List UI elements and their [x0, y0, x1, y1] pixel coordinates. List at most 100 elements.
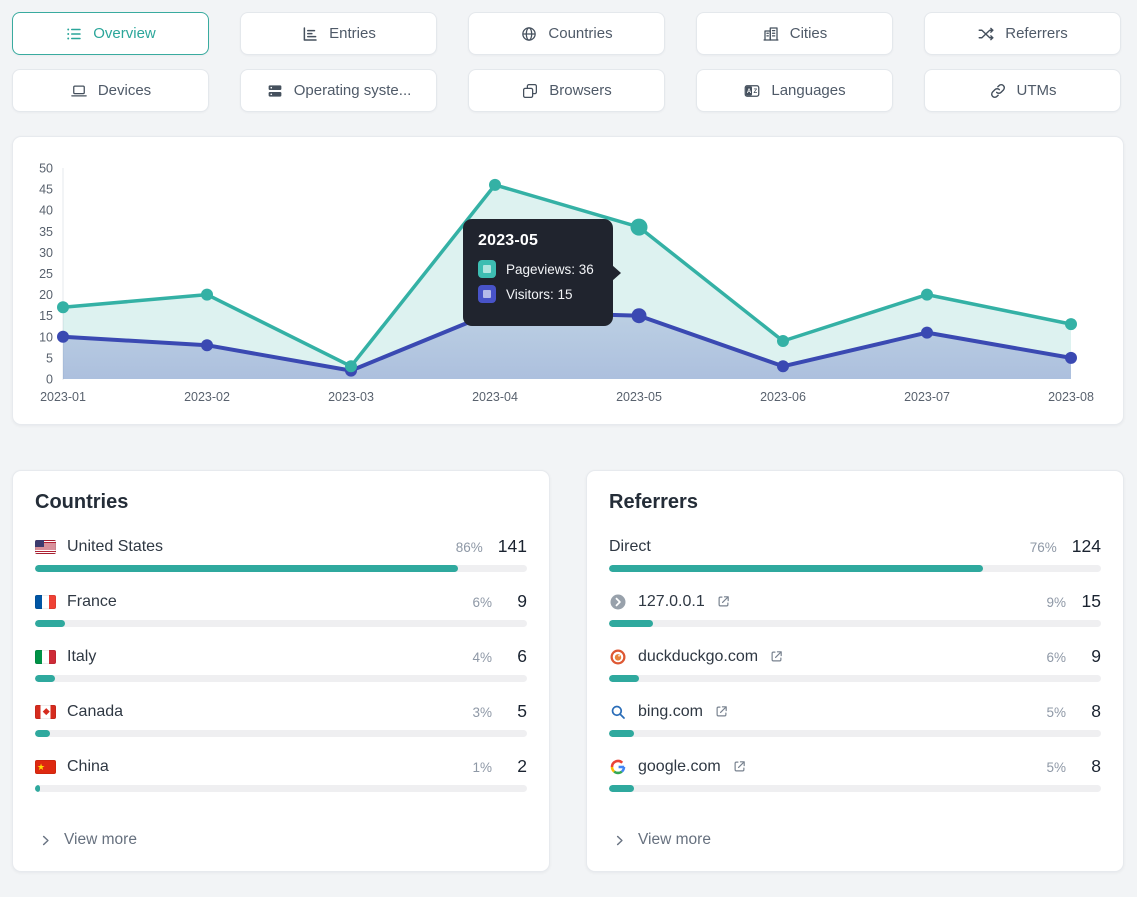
entry-percent: 6% [472, 595, 492, 610]
stat-row: Canada 3% 5 [35, 701, 527, 737]
svg-text:Z: Z [754, 89, 758, 95]
tab-operating-syste[interactable]: Operating syste... [240, 69, 437, 112]
app-windows-icon [521, 82, 539, 100]
link-icon [989, 82, 1007, 100]
entry-name: bing.com [638, 702, 703, 720]
globe-icon [520, 25, 538, 43]
tab-referrers[interactable]: Referrers [924, 12, 1121, 55]
entry-percent: 1% [472, 760, 492, 775]
entry-name: Italy [67, 647, 97, 665]
entry-percent: 4% [472, 650, 492, 665]
tooltip-visitors-text: Visitors: 15 [506, 286, 573, 302]
us-flag-icon [35, 539, 56, 554]
svg-text:2023-06: 2023-06 [760, 390, 806, 404]
stat-cards-row: Countries United States 86% 141 France 6% 9 It… [12, 470, 1124, 872]
list-icon [65, 25, 83, 43]
referrers-card-title: Referrers [609, 491, 698, 513]
countries-card: Countries United States 86% 141 France 6% 9 It… [12, 470, 550, 872]
entry-percent: 6% [1046, 650, 1066, 665]
tooltip-pageviews-row: Pageviews: 36 [478, 260, 598, 278]
svg-text:2023-01: 2023-01 [40, 390, 86, 404]
stat-row: google.com 5% 8 [609, 756, 1101, 792]
entry-count: 8 [1091, 701, 1101, 721]
entry-name: China [67, 757, 109, 775]
progress-bar [35, 565, 527, 572]
countries-view-more-button[interactable]: View more [35, 827, 137, 853]
entry-name: Direct [609, 537, 651, 555]
tab-label: Browsers [549, 82, 612, 99]
chart-tooltip: 2023-05 Pageviews: 36 Visitors: 15 [463, 219, 621, 326]
svg-text:15: 15 [39, 309, 53, 323]
svg-text:2023-02: 2023-02 [184, 390, 230, 404]
entry-count: 9 [517, 591, 527, 611]
svg-text:5: 5 [46, 351, 53, 365]
google-favicon [609, 758, 627, 776]
progress-bar [35, 785, 527, 792]
stat-row: Italy 4% 6 [35, 646, 527, 682]
entry-name: google.com [638, 757, 721, 775]
svg-text:10: 10 [39, 330, 53, 344]
countries-list: United States 86% 141 France 6% 9 Italy 4% 6 Cana… [35, 536, 527, 811]
external-link-icon[interactable] [769, 649, 784, 664]
tab-countries[interactable]: Countries [468, 12, 665, 55]
bing-favicon [609, 703, 627, 721]
stat-row: bing.com 5% 8 [609, 701, 1101, 737]
visitors-series-badge [478, 285, 496, 303]
chevron-right-icon [39, 834, 52, 847]
progress-bar [609, 675, 1101, 682]
tab-label: Devices [97, 82, 152, 99]
shuffle-icon [977, 25, 995, 43]
referrers-view-more-button[interactable]: View more [609, 827, 711, 853]
tab-label: Entries [329, 25, 376, 42]
stat-row: United States 86% 141 [35, 536, 527, 572]
buildings-icon [762, 25, 780, 43]
stat-row: China 1% 2 [35, 756, 527, 792]
tab-browsers[interactable]: Browsers [468, 69, 665, 112]
entry-name: 127.0.0.1 [638, 592, 705, 610]
pageviews-series-badge [478, 260, 496, 278]
svg-text:30: 30 [39, 246, 53, 260]
stat-row: 127.0.0.1 9% 15 [609, 591, 1101, 627]
svg-text:50: 50 [39, 162, 53, 176]
entry-name: Canada [67, 702, 124, 720]
entry-percent: 5% [1046, 705, 1066, 720]
svg-text:2023-08: 2023-08 [1048, 390, 1094, 404]
entry-count: 6 [517, 646, 527, 666]
progress-bar [35, 620, 527, 627]
ca-flag-icon [35, 704, 56, 719]
tab-entries[interactable]: Entries [240, 12, 437, 55]
svg-text:20: 20 [39, 288, 53, 302]
tab-overview[interactable]: Overview [12, 12, 209, 55]
progress-bar [35, 675, 527, 682]
tab-label: Countries [548, 25, 613, 42]
laptop-icon [70, 82, 88, 100]
entry-percent: 3% [472, 705, 492, 720]
duckduckgo-favicon [609, 648, 627, 666]
stat-row: Direct 76% 124 [609, 536, 1101, 572]
svg-text:2023-03: 2023-03 [328, 390, 374, 404]
external-link-icon[interactable] [732, 759, 747, 774]
progress-bar [609, 620, 1101, 627]
svg-text:40: 40 [39, 204, 53, 218]
entry-count: 124 [1071, 536, 1101, 556]
svg-text:2023-04: 2023-04 [472, 390, 518, 404]
tab-devices[interactable]: Devices [12, 69, 209, 112]
view-more-label: View more [64, 831, 137, 848]
svg-text:35: 35 [39, 225, 53, 239]
svg-text:2023-07: 2023-07 [904, 390, 950, 404]
tab-label: Operating syste... [293, 82, 412, 99]
tab-languages[interactable]: A Z Languages [696, 69, 893, 112]
svg-text:0: 0 [46, 373, 53, 387]
entry-percent: 76% [1029, 540, 1057, 555]
external-link-icon[interactable] [716, 594, 731, 609]
fr-flag-icon [35, 594, 56, 609]
svg-text:25: 25 [39, 267, 53, 281]
external-link-icon[interactable] [714, 704, 729, 719]
entry-count: 5 [517, 701, 527, 721]
tab-label: Referrers [1005, 25, 1068, 42]
tab-utms[interactable]: UTMs [924, 69, 1121, 112]
entry-count: 141 [497, 536, 527, 556]
progress-bar [609, 785, 1101, 792]
tab-cities[interactable]: Cities [696, 12, 893, 55]
entry-name: United States [67, 537, 164, 555]
